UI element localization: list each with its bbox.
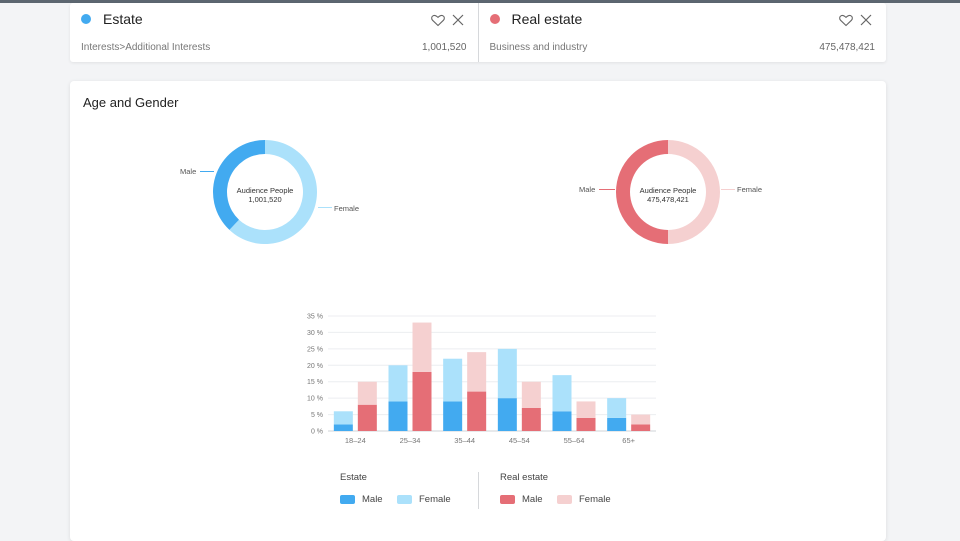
- chart-legend: Estate Male Female Real estate Male Fema…: [330, 472, 660, 512]
- donut-slice-female: [668, 140, 720, 244]
- bar-real-estate-female[interactable]: [576, 401, 596, 418]
- legend-label: Female: [419, 494, 451, 505]
- legend-swatch: [397, 495, 412, 504]
- bar-real-estate-female[interactable]: [412, 322, 432, 372]
- legend-swatch: [340, 495, 355, 504]
- interest-path: Interests>Additional Interests: [81, 42, 211, 53]
- bar-real-estate-female[interactable]: [631, 414, 651, 425]
- male-leader-line: [599, 189, 615, 190]
- real-estate-color-dot: [489, 14, 500, 24]
- bar-estate-male[interactable]: [388, 401, 408, 431]
- close-icon[interactable]: [858, 12, 874, 28]
- bar-real-estate-male[interactable]: [631, 424, 651, 431]
- donut-male-label: Male: [579, 185, 596, 194]
- x-tick-label: 55–64: [564, 436, 585, 445]
- bar-real-estate-male[interactable]: [521, 408, 541, 431]
- legend-group-real-estate: Real estate Male Female: [500, 472, 611, 505]
- donut-center-label: Audience People: [639, 186, 697, 195]
- bar-real-estate-male[interactable]: [357, 404, 377, 431]
- legend-divider: [478, 472, 479, 509]
- donut-center-value: 1,001,520: [248, 195, 282, 204]
- audience-count: 475,478,421: [819, 42, 875, 53]
- legend-label: Female: [579, 494, 611, 505]
- y-tick-label: 0 %: [311, 429, 323, 436]
- audience-cards: Estate Interests>Additional Interests 1,…: [70, 3, 886, 62]
- donut-slice-male: [212, 140, 265, 230]
- donut-slice-male: [615, 140, 668, 244]
- bar-estate-male[interactable]: [552, 411, 572, 431]
- bar-real-estate-female[interactable]: [357, 381, 377, 405]
- bar-estate-female[interactable]: [333, 411, 353, 425]
- donut-center-value: 475,478,421: [647, 195, 689, 204]
- audience-count: 1,001,520: [422, 42, 467, 53]
- bar-estate-male[interactable]: [497, 398, 517, 431]
- donut-segments: [212, 140, 317, 244]
- legend-item-estate-male[interactable]: Male: [340, 494, 383, 505]
- panel-title: Age and Gender: [83, 95, 179, 110]
- y-tick-label: 35 %: [307, 314, 323, 321]
- female-leader-line: [318, 207, 332, 208]
- donut-center: Audience People 475,478,421: [628, 186, 708, 204]
- bar-estate-female[interactable]: [607, 398, 627, 418]
- bar-real-estate-male[interactable]: [576, 417, 596, 431]
- estate-gender-donut: Audience People 1,001,520: [210, 137, 320, 247]
- y-tick-label: 30 %: [307, 330, 323, 337]
- bar-estate-female[interactable]: [552, 375, 572, 412]
- donut-male-label: Male: [180, 167, 197, 176]
- bar-real-estate-male[interactable]: [467, 391, 487, 431]
- x-tick-label: 45–54: [509, 436, 530, 445]
- legend-item-estate-female[interactable]: Female: [397, 494, 451, 505]
- legend-group-title: Real estate: [500, 472, 549, 483]
- donut-segments: [615, 140, 720, 244]
- legend-group-title: Estate: [340, 472, 367, 483]
- y-tick-label: 25 %: [307, 346, 323, 353]
- bar-estate-male[interactable]: [443, 401, 463, 431]
- legend-swatch: [557, 495, 572, 504]
- bar-estate-female[interactable]: [388, 365, 408, 402]
- close-icon[interactable]: [450, 12, 466, 28]
- x-tick-label: 65+: [622, 436, 635, 445]
- donut-female-label: Female: [334, 204, 360, 213]
- audience-name: Estate: [103, 11, 143, 27]
- y-tick-label: 10 %: [307, 396, 323, 403]
- audience-card-estate[interactable]: Estate Interests>Additional Interests 1,…: [70, 3, 478, 62]
- real-estate-gender-donut: Audience People 475,478,421: [613, 137, 723, 247]
- donut-center-label: Audience People: [236, 186, 294, 195]
- bar-estate-male[interactable]: [333, 424, 353, 431]
- donut-female-label: Female: [737, 185, 763, 194]
- bar-real-estate-female[interactable]: [521, 381, 541, 408]
- bar-estate-female[interactable]: [497, 348, 517, 399]
- window-top-bar: [0, 0, 960, 3]
- bar-real-estate-female[interactable]: [467, 352, 487, 392]
- y-tick-label: 15 %: [307, 379, 323, 386]
- y-tick-label: 20 %: [307, 363, 323, 370]
- heart-icon[interactable]: [838, 12, 854, 28]
- x-tick-label: 18–24: [345, 436, 366, 445]
- legend-label: Male: [362, 494, 383, 505]
- bar-estate-male[interactable]: [607, 417, 627, 431]
- bar-real-estate-male[interactable]: [412, 371, 432, 431]
- legend-item-real-estate-female[interactable]: Female: [557, 494, 611, 505]
- legend-swatch: [500, 495, 515, 504]
- age-gender-panel: Age and Gender Audience People 1,001,520…: [70, 81, 886, 541]
- audience-card-real-estate[interactable]: Real estate Business and industry 475,47…: [477, 3, 887, 62]
- donut-center: Audience People 1,001,520: [225, 186, 305, 204]
- estate-color-dot: [81, 14, 91, 24]
- legend-item-real-estate-male[interactable]: Male: [500, 494, 543, 505]
- donut-slice-female: [229, 140, 317, 244]
- audience-name: Real estate: [511, 11, 583, 27]
- female-leader-line: [721, 189, 735, 190]
- age-distribution-bar-chart: 0 % 5 % 10 % 15 % 20 % 25 % 30 % 35 % 18–24 25–34…: [307, 314, 656, 445]
- heart-icon[interactable]: [430, 12, 446, 28]
- male-leader-line: [200, 171, 214, 172]
- interest-path: Business and industry: [489, 42, 588, 53]
- bar-estate-female[interactable]: [443, 358, 463, 402]
- x-tick-label: 35–44: [454, 436, 475, 445]
- x-tick-label: 25–34: [400, 436, 421, 445]
- y-tick-label: 5 %: [311, 412, 323, 419]
- legend-group-estate: Estate Male Female: [340, 472, 451, 505]
- legend-label: Male: [522, 494, 543, 505]
